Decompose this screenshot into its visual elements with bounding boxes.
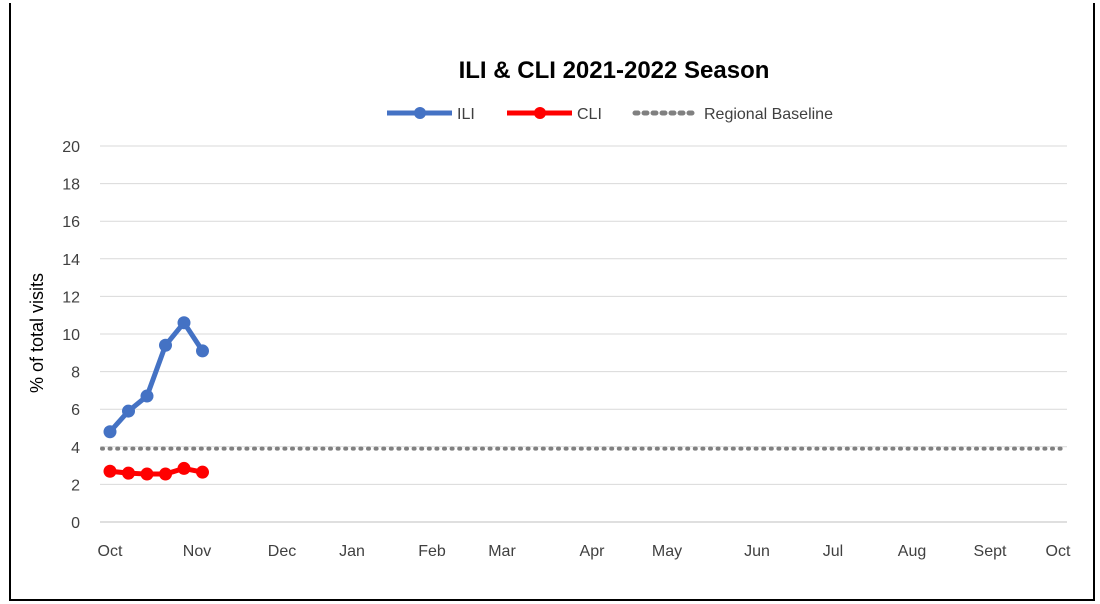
legend-cli-label: CLI: [577, 106, 602, 123]
x-tick-label: Mar: [488, 543, 516, 560]
y-tick-labels: 0 2 4 6 8 10 12 14 16 18 20: [62, 139, 80, 532]
cli-point: [140, 467, 154, 481]
x-tick-labels: Oct Nov Dec Jan Feb Mar Apr May Jun Jul Aug Sept Oct: [98, 543, 1071, 560]
x-tick-label: Jan: [339, 543, 365, 560]
cli-point: [122, 466, 135, 480]
ili-point: [177, 316, 191, 330]
data-series: [103, 316, 209, 481]
x-tick-label: Dec: [268, 543, 296, 560]
y-tick-label: 8: [71, 365, 80, 382]
gridlines: [100, 145, 1067, 523]
y-tick-label: 0: [71, 515, 80, 532]
y-axis-label: % of total visits: [27, 273, 47, 393]
cli-point: [103, 464, 117, 478]
x-tick-label: Jun: [744, 543, 770, 560]
chart-frame: [9, 3, 1095, 601]
x-tick-label: Sept: [974, 543, 1007, 560]
x-tick-label: Oct: [98, 543, 123, 560]
y-tick-label: 16: [62, 214, 80, 231]
legend-cli-marker: [534, 107, 546, 119]
y-tick-label: 2: [71, 477, 80, 494]
legend-ili-marker: [414, 107, 426, 119]
ili-point: [159, 338, 172, 352]
cli-point: [159, 467, 172, 481]
y-tick-label: 12: [62, 289, 80, 306]
y-tick-label: 18: [62, 177, 80, 194]
cli-point: [177, 461, 191, 475]
legend-baseline-label: Regional Baseline: [704, 106, 833, 123]
x-tick-label: Feb: [418, 543, 446, 560]
y-tick-label: 6: [71, 402, 80, 419]
y-tick-label: 4: [71, 440, 80, 457]
x-tick-label: May: [652, 543, 682, 560]
chart-title: ILI & CLI 2021-2022 Season: [459, 57, 770, 84]
ili-point: [196, 344, 209, 358]
ili-point: [103, 425, 117, 439]
cli-point: [196, 465, 209, 479]
y-tick-label: 14: [62, 252, 80, 269]
x-tick-label: Jul: [823, 543, 843, 560]
legend: ILI CLI Regional Baseline: [387, 106, 833, 123]
x-tick-label: Aug: [898, 543, 926, 560]
ili-point: [122, 404, 135, 418]
ili-point: [140, 389, 154, 403]
y-tick-label: 20: [62, 139, 80, 156]
x-tick-label: Oct: [1046, 543, 1071, 560]
x-tick-label: Apr: [580, 543, 606, 560]
legend-ili-label: ILI: [457, 106, 475, 123]
y-tick-label: 10: [62, 327, 80, 344]
x-tick-label: Nov: [183, 543, 211, 560]
